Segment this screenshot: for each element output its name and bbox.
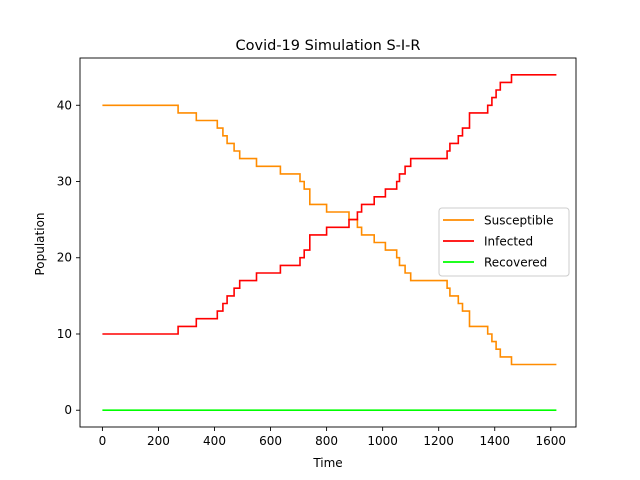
y-tick-label: 40 xyxy=(57,98,72,112)
y-tick-label: 10 xyxy=(57,327,72,341)
series-line-susceptible xyxy=(102,104,557,366)
legend-label-recovered: Recovered xyxy=(484,256,547,270)
x-tick-label: 1200 xyxy=(423,434,454,448)
y-tick-label: 0 xyxy=(64,403,72,417)
x-axis-label: Time xyxy=(312,456,342,470)
x-tick-label: 1400 xyxy=(479,434,510,448)
y-tick-label: 30 xyxy=(57,175,72,189)
x-tick-label: 800 xyxy=(315,434,338,448)
x-tick-label: 400 xyxy=(203,434,226,448)
x-tick-label: 1600 xyxy=(536,434,567,448)
x-tick-label: 1000 xyxy=(367,434,398,448)
x-tick-label: 0 xyxy=(99,434,107,448)
x-tick-label: 200 xyxy=(147,434,170,448)
axes: 0 200 400 600 800 1000 1200 1400 1600 0 10 20 30 40 xyxy=(57,57,577,448)
legend-label-susceptible: Susceptible xyxy=(484,214,553,228)
legend: Susceptible Infected Recovered xyxy=(438,207,570,277)
y-axis-label: Population xyxy=(33,212,47,275)
y-tick-label: 20 xyxy=(57,251,72,265)
legend-box xyxy=(438,207,570,277)
series-line-infected xyxy=(102,74,557,335)
plot-frame xyxy=(79,57,577,428)
series-layer xyxy=(102,74,557,411)
chart-title: Covid-19 Simulation S-I-R xyxy=(236,38,421,54)
x-tick-label: 600 xyxy=(259,434,282,448)
legend-label-infected: Infected xyxy=(484,235,533,249)
